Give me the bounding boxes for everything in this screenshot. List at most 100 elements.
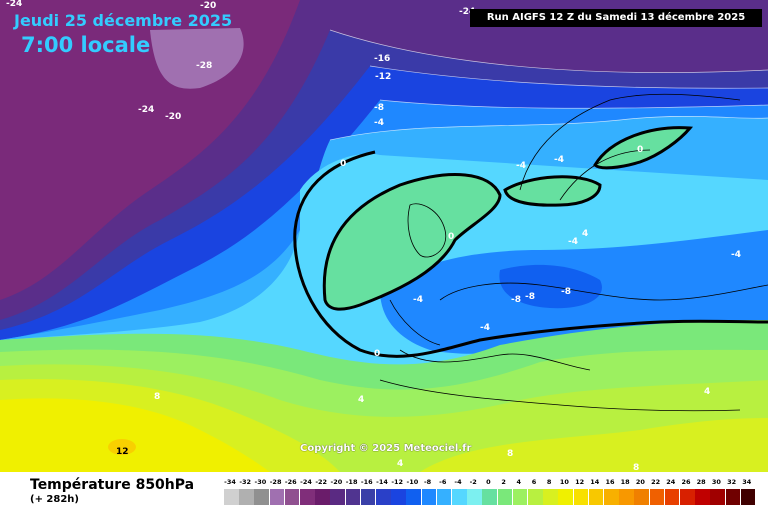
run-info: Run AIGFS 12 Z du Samedi 13 décembre 202… — [470, 9, 762, 27]
coastline-scandinavia — [519, 93, 741, 201]
legend-swatch — [300, 489, 315, 505]
legend-label: -8 — [423, 478, 432, 486]
coastline-europe — [389, 282, 768, 371]
contour-label: -8 — [374, 103, 384, 113]
legend-swatch — [254, 489, 269, 505]
legend-label: -28 — [269, 478, 282, 486]
contour-label: -28 — [196, 61, 212, 71]
contour-label: -20 — [200, 1, 216, 11]
contour-label: -4 — [731, 250, 741, 260]
field-green-north — [595, 127, 690, 168]
forecast-hour: (+ 282h) — [30, 494, 79, 505]
isotherm-minus4 — [329, 116, 768, 141]
contour-label: 4 — [582, 229, 588, 239]
legend-swatch — [269, 489, 285, 505]
legend-swatch — [391, 489, 406, 505]
contour-label: 8 — [154, 392, 160, 402]
legend-label: -26 — [284, 478, 297, 486]
contour-label: -24 — [138, 105, 154, 115]
legend-swatch — [330, 489, 345, 505]
legend-label: 16 — [605, 478, 615, 486]
field-plus12-spot — [108, 439, 136, 455]
contour-label: -8 — [511, 295, 521, 305]
greenland-ice — [150, 28, 244, 89]
legend-label: -20 — [330, 478, 343, 486]
contour-label: -4 — [554, 155, 564, 165]
contour-label: 0 — [374, 349, 380, 359]
legend-label: -14 — [376, 478, 388, 486]
isotherm-minus16 — [329, 29, 768, 73]
legend-swatch — [239, 489, 254, 505]
legend-label: 26 — [681, 478, 691, 486]
contour-label: 8 — [507, 449, 513, 459]
legend-label: -24 — [300, 478, 312, 486]
legend-swatch — [528, 489, 543, 505]
legend-swatch — [573, 489, 589, 505]
legend-swatch — [710, 489, 725, 505]
forecast-date: Jeudi 25 décembre 2025 — [14, 11, 233, 30]
legend-swatch — [634, 489, 649, 505]
legend-label: -16 — [360, 478, 373, 486]
legend-swatch — [406, 489, 421, 505]
legend-label: 22 — [651, 478, 661, 486]
legend-swatch — [558, 489, 573, 505]
forecast-time: 7:00 locale — [21, 33, 151, 57]
legend-swatch — [345, 489, 361, 505]
isotherm-minus12 — [369, 65, 768, 89]
legend-swatch — [740, 489, 756, 505]
legend-label: -32 — [239, 478, 252, 486]
legend-label: -12 — [391, 478, 404, 486]
contour-label: 0 — [637, 145, 643, 155]
parameter-title: Température 850hPa — [30, 477, 195, 493]
legend-label: 20 — [635, 478, 645, 486]
contour-label: -20 — [165, 112, 181, 122]
contour-label: -4 — [413, 295, 423, 305]
legend-label: 4 — [516, 478, 522, 486]
contour-label: -4 — [516, 161, 526, 171]
zero-isotherm-atlantic — [322, 173, 502, 311]
isotherm-minus8 — [379, 99, 768, 109]
legend-swatch — [497, 489, 513, 505]
legend-swatch — [452, 489, 467, 505]
legend-label: -2 — [469, 478, 477, 486]
color-legend: -34 -32 -30 -28 -26 -24 -22 -20 -18 -16 -14 -12 -10-… — [222, 478, 756, 510]
contour-label: 4 — [358, 395, 364, 405]
contour-label: -24 — [459, 7, 475, 17]
contour-label: -24 — [6, 0, 22, 9]
legend-label: -22 — [315, 478, 328, 486]
legend-swatch — [284, 489, 300, 505]
legend-label: 28 — [696, 478, 706, 486]
copyright: Copyright © 2025 Meteociel.fr — [300, 443, 472, 454]
field-green-baltic — [505, 176, 600, 206]
legend-label: 8 — [546, 478, 552, 486]
map-area: -24 -28 -24 -20 -24 -20 -16 -12 -8 -4 0 … — [0, 0, 768, 472]
legend-swatch — [512, 489, 528, 505]
legend-label: 24 — [666, 478, 676, 486]
coastline-africa — [379, 379, 741, 412]
legend-label: 34 — [742, 478, 752, 486]
legend-label: 18 — [620, 478, 630, 486]
legend-label: 10 — [559, 478, 569, 486]
legend-swatch — [695, 489, 710, 505]
legend-label: 12 — [575, 478, 585, 486]
legend-swatch — [421, 489, 437, 505]
legend-swatch — [436, 489, 452, 505]
legend-swatch — [604, 489, 619, 505]
contour-label: -8 — [525, 292, 535, 302]
legend-swatch — [467, 489, 482, 505]
field-plus10 — [0, 398, 270, 472]
contour-label: -4 — [374, 118, 384, 128]
contour-label: 12 — [116, 447, 129, 457]
legend-label: 30 — [711, 478, 721, 486]
legend-swatch — [680, 489, 695, 505]
legend-label: 0 — [486, 478, 491, 486]
legend-swatch — [360, 489, 376, 505]
legend-swatch — [725, 489, 741, 505]
legend-swatch — [664, 489, 680, 505]
contour-label: -4 — [568, 237, 578, 247]
temperature-map: -24 -28 -24 -20 -24 -20 -16 -12 -8 -4 0 … — [0, 0, 768, 472]
legend-label: -4 — [454, 478, 462, 486]
legend-label: -34 — [224, 478, 236, 486]
legend-swatch — [619, 489, 634, 505]
contour-label: -8 — [561, 287, 571, 297]
